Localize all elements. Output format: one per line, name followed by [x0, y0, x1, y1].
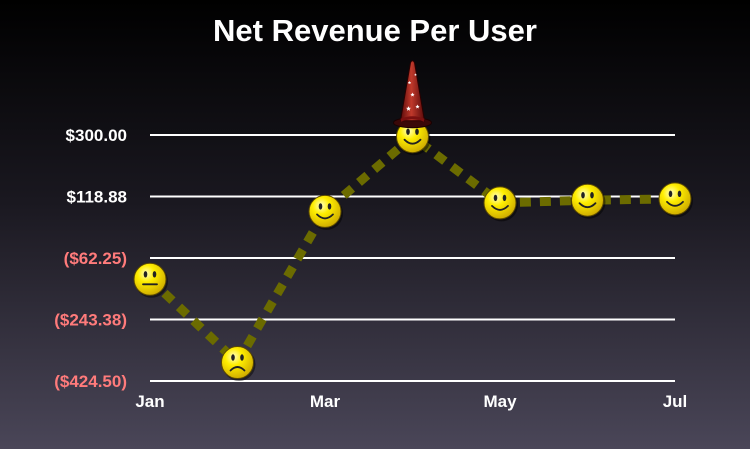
y-tick-label: ($424.50): [54, 372, 127, 391]
series-markers: [133, 120, 693, 381]
x-tick-label: Jan: [135, 392, 164, 411]
data-point-happy-face-icon: [308, 194, 343, 230]
y-axis-tick-labels: $300.00 $118.88 ($62.25) ($243.38) ($424.50): [54, 126, 127, 391]
series-line: [146, 132, 676, 367]
chart-title: Net Revenue Per User: [213, 13, 537, 48]
data-point-happy-face-icon: [396, 120, 431, 156]
y-tick-label: $300.00: [66, 126, 127, 145]
wizard-hat-icon: [393, 60, 432, 129]
data-point-happy-face-icon: [483, 186, 518, 222]
data-point-happy-face-icon: [658, 182, 693, 218]
x-tick-label: Jul: [663, 392, 688, 411]
x-tick-label: May: [483, 392, 517, 411]
data-point-neutral-face-icon: [133, 262, 168, 298]
data-point-happy-face-icon: [571, 183, 606, 219]
grid-lines: [150, 134, 675, 382]
annotations: [393, 60, 432, 129]
x-axis-tick-labels: Jan Mar May Jul: [135, 392, 687, 411]
data-point-sad-face-icon: [221, 345, 256, 381]
series-line-layer: [146, 132, 676, 367]
y-tick-label: $118.88: [66, 187, 127, 206]
y-tick-label: ($243.38): [54, 311, 127, 330]
y-tick-label: ($62.25): [64, 249, 127, 268]
x-tick-label: Mar: [310, 392, 341, 411]
